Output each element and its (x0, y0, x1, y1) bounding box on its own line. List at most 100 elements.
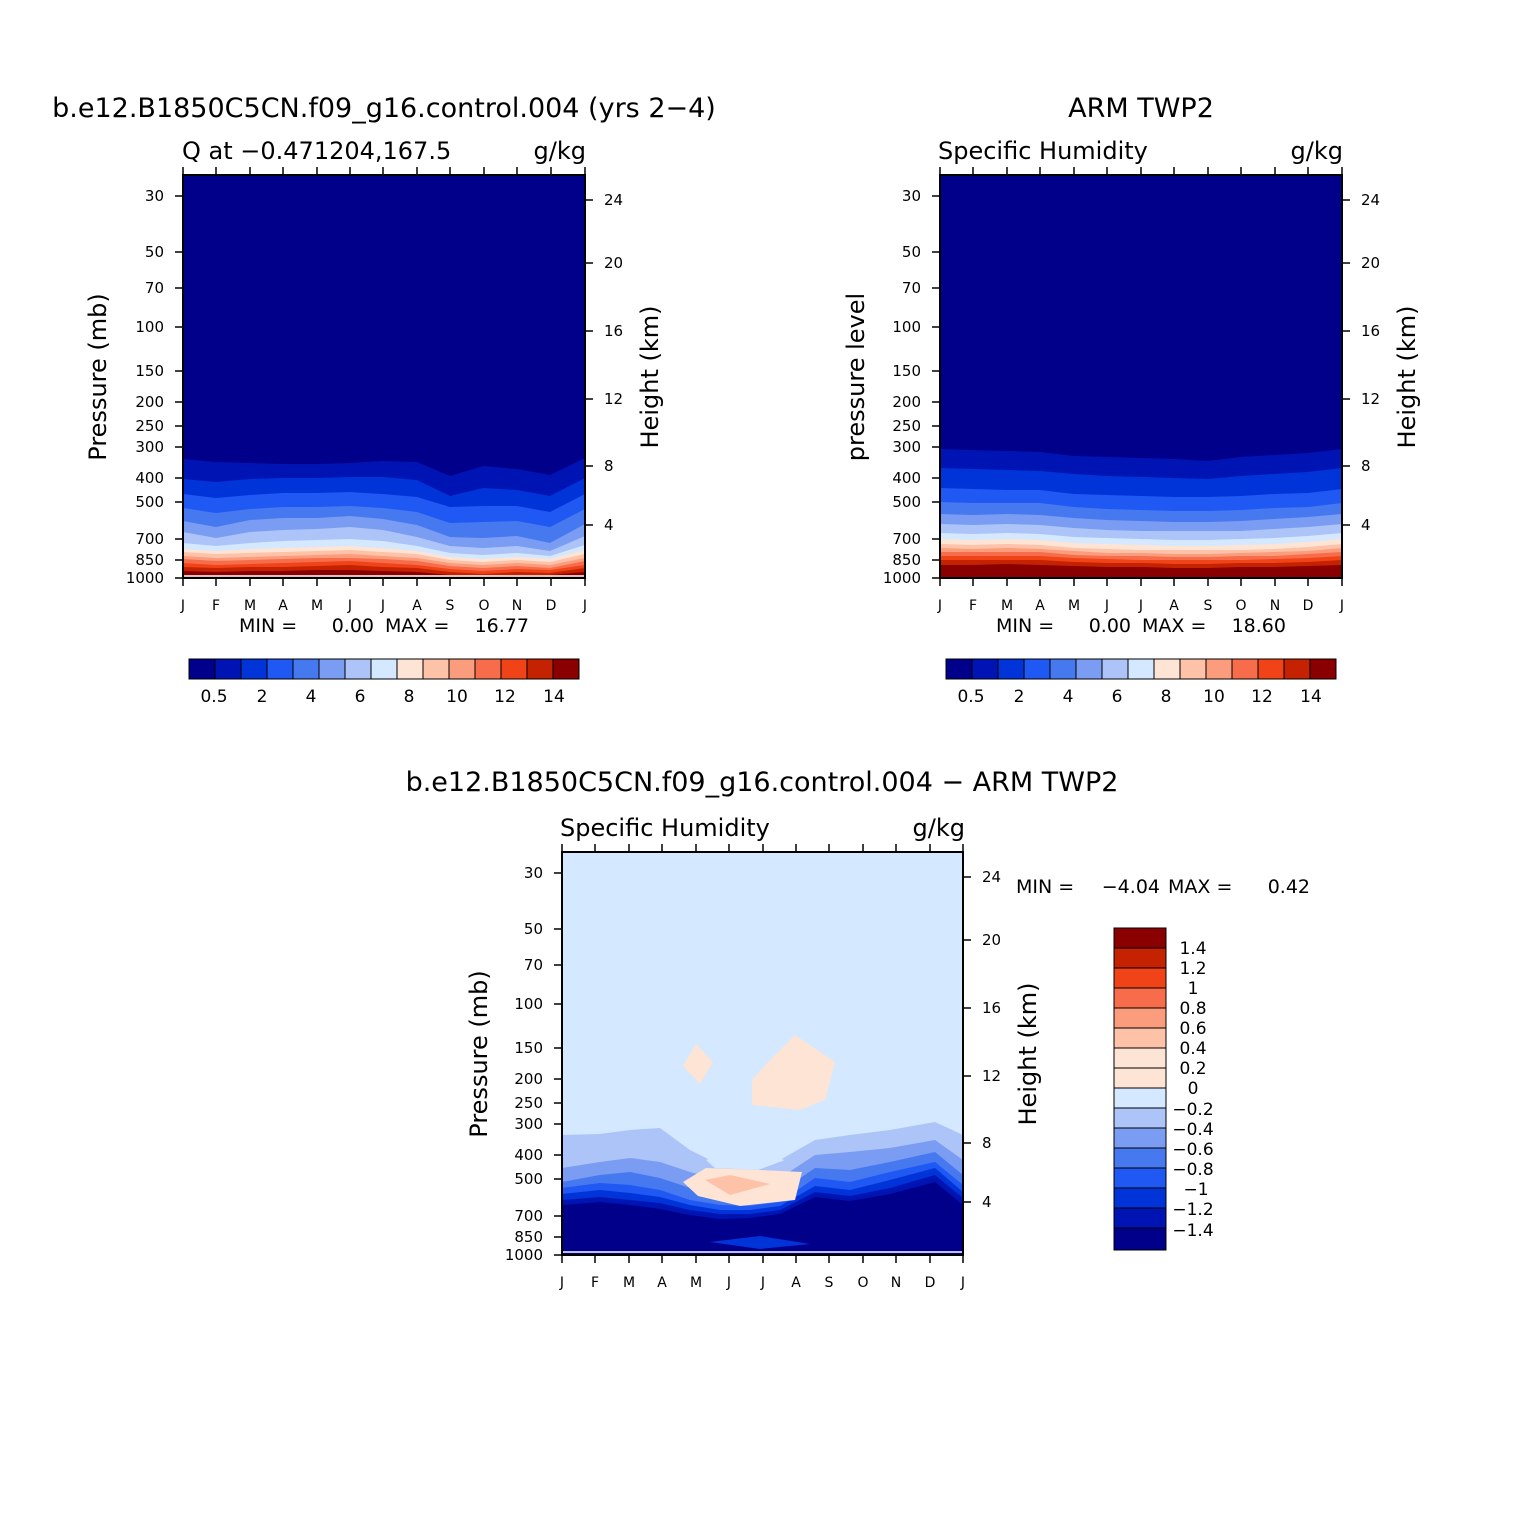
x-tick-label: J (347, 598, 352, 614)
height-tick-label: 24 (604, 191, 623, 209)
y-tick-label: 500 (135, 493, 164, 511)
height-tick-label: 8 (604, 457, 614, 475)
min-label: MIN = (239, 615, 297, 637)
positive-region (683, 1044, 713, 1084)
colorbar-swatch (945, 658, 973, 680)
colorbar-swatch (1113, 927, 1167, 949)
colorbar-swatch (1153, 658, 1181, 680)
x-tick-label: J (559, 1275, 564, 1291)
x-tick-label: D (1303, 598, 1314, 614)
min-label: MIN = (996, 615, 1054, 637)
y-tick-label: 700 (514, 1207, 543, 1225)
y-axis-title: Pressure (mb) (465, 970, 493, 1137)
max-value: 16.77 (475, 615, 529, 637)
y-axis-left: 30 50 70 100 150 200 250 300 400 500 700… (842, 187, 940, 587)
colorbar-label: 6 (1112, 687, 1123, 707)
height-tick-label: 24 (982, 868, 1001, 886)
y-tick-label: 300 (135, 438, 164, 456)
height-tick-label: 16 (1361, 322, 1380, 340)
max-label: MAX = (385, 615, 449, 637)
colorbar: 1.4 1.2 1 0.8 0.6 0.4 0.2 0 −0.2 −0.4 −0… (1113, 927, 1214, 1251)
colorbar-swatch (422, 658, 450, 680)
x-tick-label: J (726, 1275, 731, 1291)
colorbar-label: 6 (355, 687, 366, 707)
max-label: MAX = (1168, 876, 1232, 898)
x-tick-label: N (891, 1275, 901, 1291)
height-tick-label: 20 (604, 254, 623, 272)
x-tick-label: F (591, 1275, 599, 1291)
y-tick-label: 150 (892, 362, 921, 380)
y-tick-label: 700 (892, 530, 921, 548)
colorbar-label: −1.4 (1172, 1221, 1213, 1241)
colorbar-swatch (1113, 967, 1167, 989)
max-label: MAX = (1142, 615, 1206, 637)
height-tick-label: 20 (1361, 254, 1380, 272)
colorbar-label: 0.6 (1179, 1019, 1206, 1039)
x-tick-label: M (623, 1275, 635, 1291)
colorbar-label: −1.2 (1172, 1200, 1213, 1220)
x-tick-label: N (1270, 598, 1280, 614)
height-tick-label: 4 (604, 516, 614, 534)
height-tick-label: 12 (1361, 390, 1380, 408)
height-tick-label: 20 (982, 931, 1001, 949)
y-tick-label: 500 (892, 493, 921, 511)
height-tick-label: 8 (1361, 457, 1371, 475)
y-axis-title: Pressure (mb) (84, 293, 112, 460)
x-tick-label: J (582, 598, 587, 614)
panel-left-string: Q at −0.471204,167.5 (182, 137, 451, 165)
y-axis-right: 24 20 16 12 8 4 Height (km) (963, 868, 1042, 1211)
colorbar-label: 2 (257, 687, 268, 707)
y-axis-right-title: Height (km) (1393, 306, 1421, 449)
colorbar-swatch (1113, 1047, 1167, 1069)
panel-units: g/kg (1291, 137, 1343, 165)
y-tick-label: 70 (524, 956, 543, 974)
colorbar-swatch (188, 658, 216, 680)
height-tick-label: 12 (982, 1067, 1001, 1085)
colorbar-swatch (1113, 1027, 1167, 1049)
colorbar-label: 0 (1188, 1079, 1199, 1099)
x-tick-label: A (1035, 598, 1045, 614)
colorbar-swatch (997, 658, 1025, 680)
panel-units: g/kg (534, 137, 586, 165)
colorbar-swatch (214, 658, 242, 680)
colorbar-label: 1.2 (1179, 959, 1206, 979)
panel-left-string: Specific Humidity (560, 814, 770, 842)
x-tick-label: M (244, 598, 256, 614)
colorbar-label: 0.4 (1179, 1039, 1206, 1059)
colorbar-label: −0.8 (1172, 1160, 1213, 1180)
x-tick-label: J (1104, 598, 1109, 614)
colorbar-swatch (448, 658, 476, 680)
y-tick-label: 400 (135, 469, 164, 487)
x-tick-label: S (1204, 598, 1213, 614)
x-tick-label: F (969, 598, 977, 614)
min-max-readout: MIN = −4.04 MAX = 0.42 (1016, 876, 1310, 898)
colorbar-swatch (1023, 658, 1051, 680)
panel-units: g/kg (913, 814, 965, 842)
y-tick-label: 100 (514, 995, 543, 1013)
colorbar-label: 0.5 (200, 687, 227, 707)
colorbar-swatch (1257, 658, 1285, 680)
colorbar-label: −0.4 (1172, 1120, 1213, 1140)
contour-region--1.2 (710, 1236, 810, 1249)
colorbar-label: 1 (1188, 979, 1199, 999)
x-axis: J F M A M J J A S O N D J (937, 167, 1344, 614)
y-tick-label: 200 (135, 393, 164, 411)
x-tick-label: M (311, 598, 323, 614)
min-value: 0.00 (1089, 615, 1131, 637)
colorbar-swatch (1113, 987, 1167, 1009)
contour-plot (561, 851, 964, 1256)
contour-band--1.4 (562, 1182, 963, 1255)
x-tick-label: F (212, 598, 220, 614)
height-tick-label: 24 (1361, 191, 1380, 209)
x-axis: J F M A M J J A S O N D J (559, 844, 965, 1291)
min-max-readout: MIN = 0.00 MAX = 18.60 (996, 615, 1286, 637)
y-tick-label: 250 (135, 417, 164, 435)
colorbar-label: 12 (1251, 687, 1273, 707)
colorbar-label: 8 (404, 687, 415, 707)
y-tick-label: 30 (145, 187, 164, 205)
y-axis-right-title: Height (km) (636, 306, 664, 449)
panel-observations: ARM TWP2 Specific Humidity g/kg 30 50 70 (842, 93, 1421, 707)
colorbar-label: 2 (1014, 687, 1025, 707)
colorbar-label: 10 (1203, 687, 1225, 707)
colorbar-swatch (1113, 1147, 1167, 1169)
